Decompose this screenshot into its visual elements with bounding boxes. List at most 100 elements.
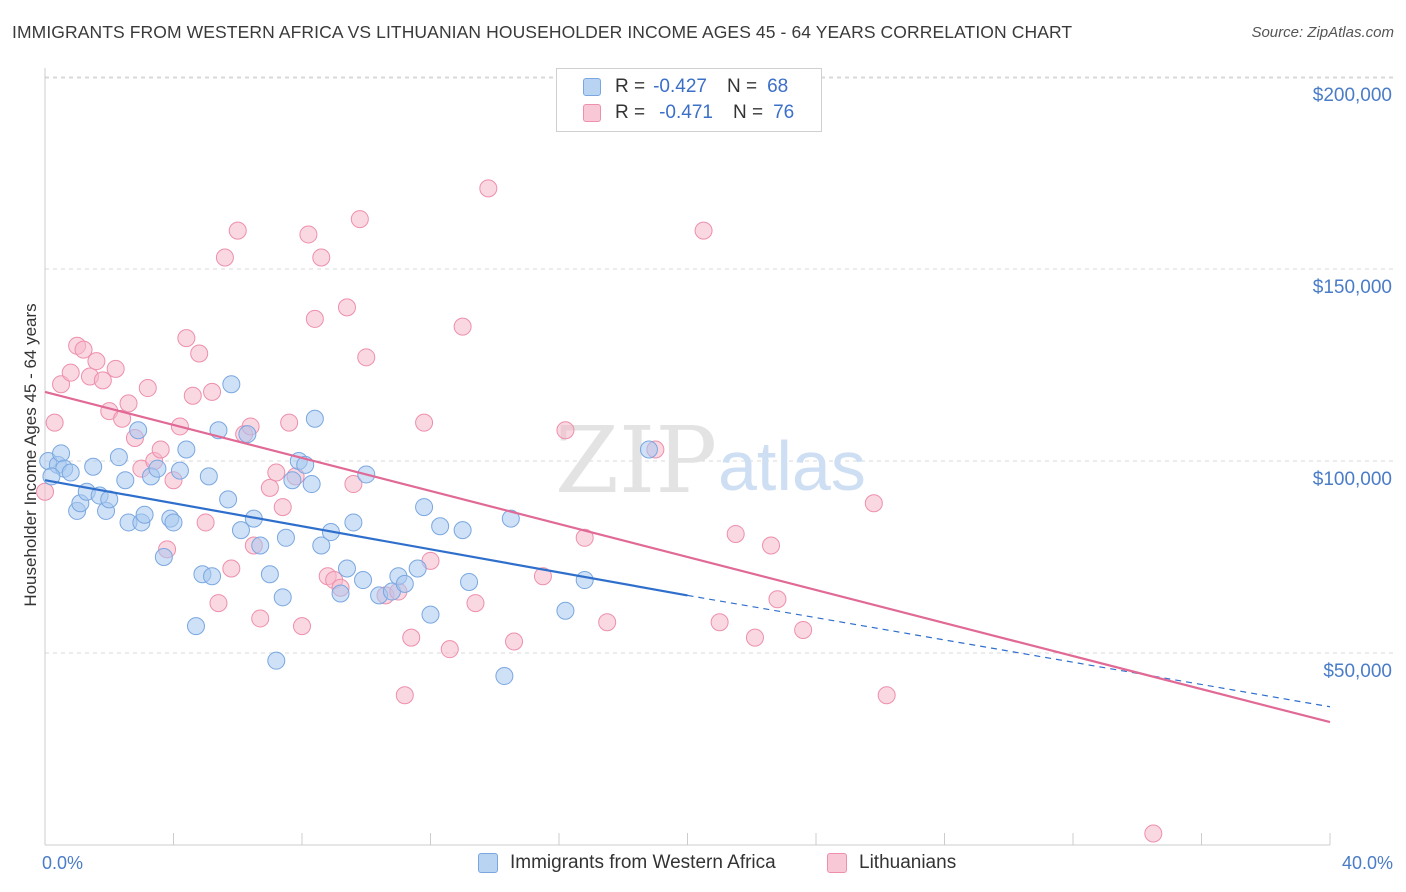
pink-point-59 <box>479 179 498 198</box>
blue-point-65 <box>575 571 594 590</box>
blue-point-28 <box>203 567 222 586</box>
pink-point-40 <box>299 225 318 244</box>
source-label: Source: ZipAtlas.com <box>1251 24 1394 41</box>
y-tick-label-2: $150,000 <box>1313 277 1392 298</box>
pink-point-11 <box>113 409 132 428</box>
blue-point-32 <box>231 521 250 540</box>
legend-r-label: R = <box>615 76 646 97</box>
pink-point-2 <box>52 375 71 394</box>
pink-point-39 <box>293 617 311 636</box>
series-legend: Immigrants from Western Africa Lithuania… <box>0 852 1406 878</box>
pink-point-68 <box>726 524 745 543</box>
pink-point-26 <box>209 594 228 613</box>
pink-point-28 <box>222 559 241 578</box>
blue-point-25 <box>186 617 205 636</box>
pink-point-53 <box>402 628 421 647</box>
trend-lines <box>44 390 1331 724</box>
watermark-atlas: atlas <box>718 427 866 505</box>
blue-point-33 <box>238 425 257 444</box>
pink-point-64 <box>598 613 617 632</box>
blue-point-30 <box>219 490 238 509</box>
pink-point-33 <box>251 609 270 628</box>
blue-point-15 <box>129 421 148 440</box>
blue-point-48 <box>337 559 356 578</box>
watermark-zip: ZIP <box>555 407 717 514</box>
pink-point-58 <box>466 594 485 613</box>
pink-point-35 <box>267 463 286 482</box>
blue-point-36 <box>260 565 279 584</box>
legend-item-western-africa[interactable]: Immigrants from Western Africa <box>478 852 776 874</box>
pink-point-25 <box>203 382 222 401</box>
blue-point-61 <box>460 572 479 591</box>
pink-point-54 <box>415 413 434 432</box>
blue-point-12 <box>109 448 128 467</box>
trend-line-western-africa-extension <box>687 594 1331 708</box>
pink-point-22 <box>183 386 202 405</box>
blue-point-55 <box>395 574 414 593</box>
legend-row-western-africa: R = -0.427 N = 68 <box>583 75 788 99</box>
pink-point-3 <box>61 363 80 382</box>
legend-swatch-pink <box>827 853 847 873</box>
blue-point-56 <box>408 559 427 578</box>
pink-point-23 <box>190 344 209 363</box>
y-tick-labels: $50,000 $100,000 $150,000 $200,000 <box>1313 85 1392 682</box>
pink-point-34 <box>260 478 279 497</box>
pink-point-56 <box>440 640 459 659</box>
correlation-legend: R = -0.427 N = 68 R = -0.471 N = 76 <box>556 68 822 132</box>
legend-label: Lithuanians <box>859 852 957 873</box>
trend-line-lithuanians <box>44 390 1331 724</box>
blue-point-19 <box>148 459 167 478</box>
pink-point-71 <box>768 590 787 609</box>
x-tick-label-max: 40.0% <box>1342 853 1393 873</box>
pink-point-47 <box>344 475 363 494</box>
blue-point-45 <box>312 536 331 555</box>
legend-swatch-blue <box>478 853 498 873</box>
series-western-africa-points <box>39 375 658 686</box>
pink-point-1 <box>45 413 64 432</box>
blue-point-40 <box>283 471 302 490</box>
blue-point-43 <box>302 475 321 494</box>
blue-point-31 <box>222 375 241 394</box>
legend-swatch-blue <box>583 78 601 96</box>
blue-point-38 <box>273 588 292 607</box>
pink-point-37 <box>280 413 299 432</box>
blue-point-49 <box>344 513 363 532</box>
grid-lines <box>45 76 1395 654</box>
blue-point-37 <box>267 651 286 670</box>
pink-point-17 <box>151 440 170 459</box>
pink-point-27 <box>215 248 234 267</box>
pink-point-10 <box>106 359 125 378</box>
blue-point-23 <box>170 461 189 480</box>
y-tick-label-3: $200,000 <box>1313 85 1392 106</box>
blue-point-35 <box>251 536 270 555</box>
pink-point-36 <box>273 498 292 517</box>
blue-point-39 <box>276 528 295 547</box>
pink-point-52 <box>395 686 414 705</box>
blue-point-63 <box>501 509 520 528</box>
pink-point-12 <box>119 394 138 413</box>
legend-item-lithuanians[interactable]: Lithuanians <box>827 852 956 874</box>
blue-point-59 <box>431 517 450 536</box>
trend-line-western-africa <box>44 479 688 597</box>
pink-point-7 <box>87 352 106 371</box>
pink-point-73 <box>864 494 883 513</box>
pink-point-48 <box>350 210 369 229</box>
legend-r-value: -0.427 <box>653 76 707 97</box>
blue-point-64 <box>556 601 575 620</box>
blue-point-50 <box>354 571 373 590</box>
blue-point-24 <box>177 440 196 459</box>
legend-row-lithuanians: R = -0.471 N = 76 <box>583 101 794 125</box>
pink-point-74 <box>877 686 896 705</box>
pink-point-75 <box>1144 824 1163 843</box>
x-tick-label-min: 0.0% <box>42 853 83 873</box>
blue-point-17 <box>135 505 154 524</box>
legend-label: Immigrants from Western Africa <box>510 852 776 873</box>
blue-point-4 <box>61 463 80 482</box>
pink-point-15 <box>138 379 157 398</box>
blue-point-66 <box>639 440 658 459</box>
pink-point-8 <box>93 371 112 390</box>
pink-point-0 <box>36 482 54 501</box>
pink-point-69 <box>745 628 764 647</box>
pink-point-29 <box>228 221 247 240</box>
pink-point-72 <box>794 620 813 639</box>
